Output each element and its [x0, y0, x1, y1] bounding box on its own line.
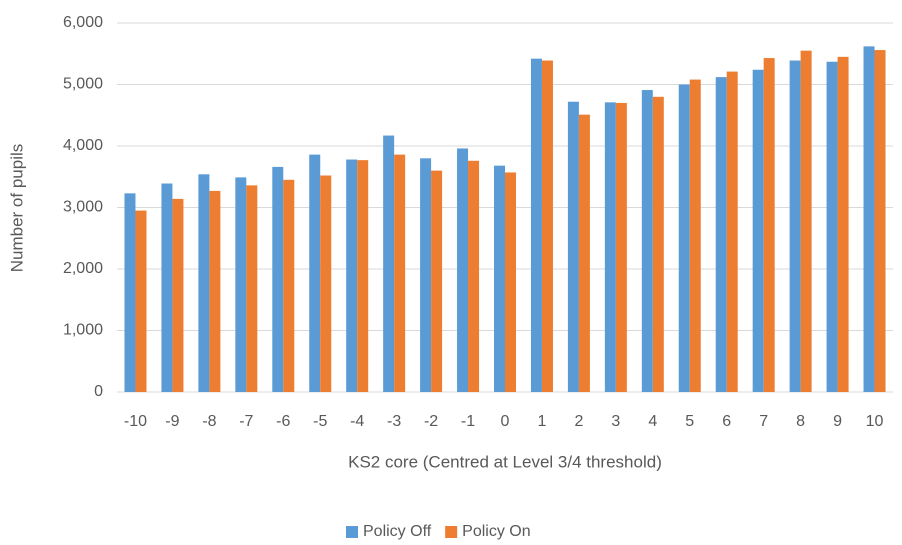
- x-tick-label: -9: [165, 413, 179, 430]
- bar: [394, 154, 406, 392]
- x-tick-label: 7: [759, 413, 768, 430]
- y-tick-label: 1,000: [63, 322, 103, 339]
- bar: [752, 69, 764, 393]
- bar: [800, 50, 812, 393]
- y-tick-label: 6,000: [63, 14, 103, 31]
- x-tick-label: -10: [124, 413, 147, 430]
- legend-swatch: [445, 526, 458, 538]
- bar: [505, 172, 516, 392]
- bar: [567, 101, 579, 392]
- bar: [615, 102, 627, 392]
- x-tick-label: 9: [833, 413, 842, 430]
- bar: [309, 154, 321, 392]
- bar: [283, 179, 295, 392]
- x-tick-label: -7: [239, 413, 253, 430]
- bar: [209, 190, 221, 392]
- bar: [161, 183, 173, 392]
- bar: [457, 148, 469, 392]
- x-tick-label: 1: [537, 413, 546, 430]
- y-tick-label: 5,000: [63, 76, 103, 93]
- x-tick-label: 10: [866, 413, 884, 430]
- bar: [235, 177, 247, 392]
- x-tick-label: -2: [424, 413, 438, 430]
- x-tick-label: 3: [611, 413, 620, 430]
- bar: [420, 158, 432, 392]
- x-axis-title: KS2 core (Centred at Level 3/4 threshold…: [348, 452, 662, 471]
- bar: [530, 58, 542, 393]
- y-axis-title: Number of pupils: [7, 144, 26, 273]
- bar: [763, 58, 775, 393]
- legend-label: Policy On: [462, 523, 530, 540]
- bar: [641, 90, 653, 392]
- x-tick-label: -6: [276, 413, 290, 430]
- bar: [198, 174, 210, 392]
- bar: [578, 114, 590, 392]
- bar: [541, 60, 553, 392]
- y-tick-label: 4,000: [63, 137, 103, 154]
- bar: [837, 56, 849, 392]
- bar: [272, 166, 284, 392]
- y-tick-label: 2,000: [63, 260, 103, 277]
- bar: [135, 210, 147, 392]
- bar: [124, 193, 136, 392]
- bar: [604, 102, 616, 393]
- bar: [689, 79, 701, 392]
- legend-label: Policy Off: [363, 523, 432, 540]
- x-tick-label: -4: [350, 413, 364, 430]
- bar: [715, 77, 727, 393]
- bar: [431, 170, 443, 392]
- bar: [652, 96, 664, 393]
- bar: [246, 185, 258, 392]
- bar: [172, 198, 184, 392]
- x-tick-label: 2: [574, 413, 583, 430]
- bar: [320, 175, 332, 392]
- x-tick-label: 5: [685, 413, 694, 430]
- bar: [383, 135, 395, 393]
- x-tick-label: -8: [202, 413, 216, 430]
- bar: [494, 165, 505, 392]
- bar: [863, 46, 875, 393]
- x-tick-label: -5: [313, 413, 327, 430]
- bar: [346, 159, 358, 392]
- x-tick-label: 6: [722, 413, 731, 430]
- x-tick-label: 8: [796, 413, 805, 430]
- x-tick-label: -3: [387, 413, 401, 430]
- x-tick-label: 0: [501, 413, 510, 430]
- x-tick-label: 4: [648, 413, 657, 430]
- bar: [468, 160, 480, 392]
- bar: [726, 71, 738, 393]
- y-tick-label: 0: [94, 383, 103, 400]
- bar: [874, 50, 886, 393]
- y-tick-label: 3,000: [63, 199, 103, 216]
- x-tick-label: -1: [461, 413, 475, 430]
- bar: [357, 160, 369, 392]
- bar: [789, 60, 801, 392]
- legend-swatch: [346, 526, 358, 538]
- bar: [678, 84, 690, 392]
- bar: [826, 61, 838, 393]
